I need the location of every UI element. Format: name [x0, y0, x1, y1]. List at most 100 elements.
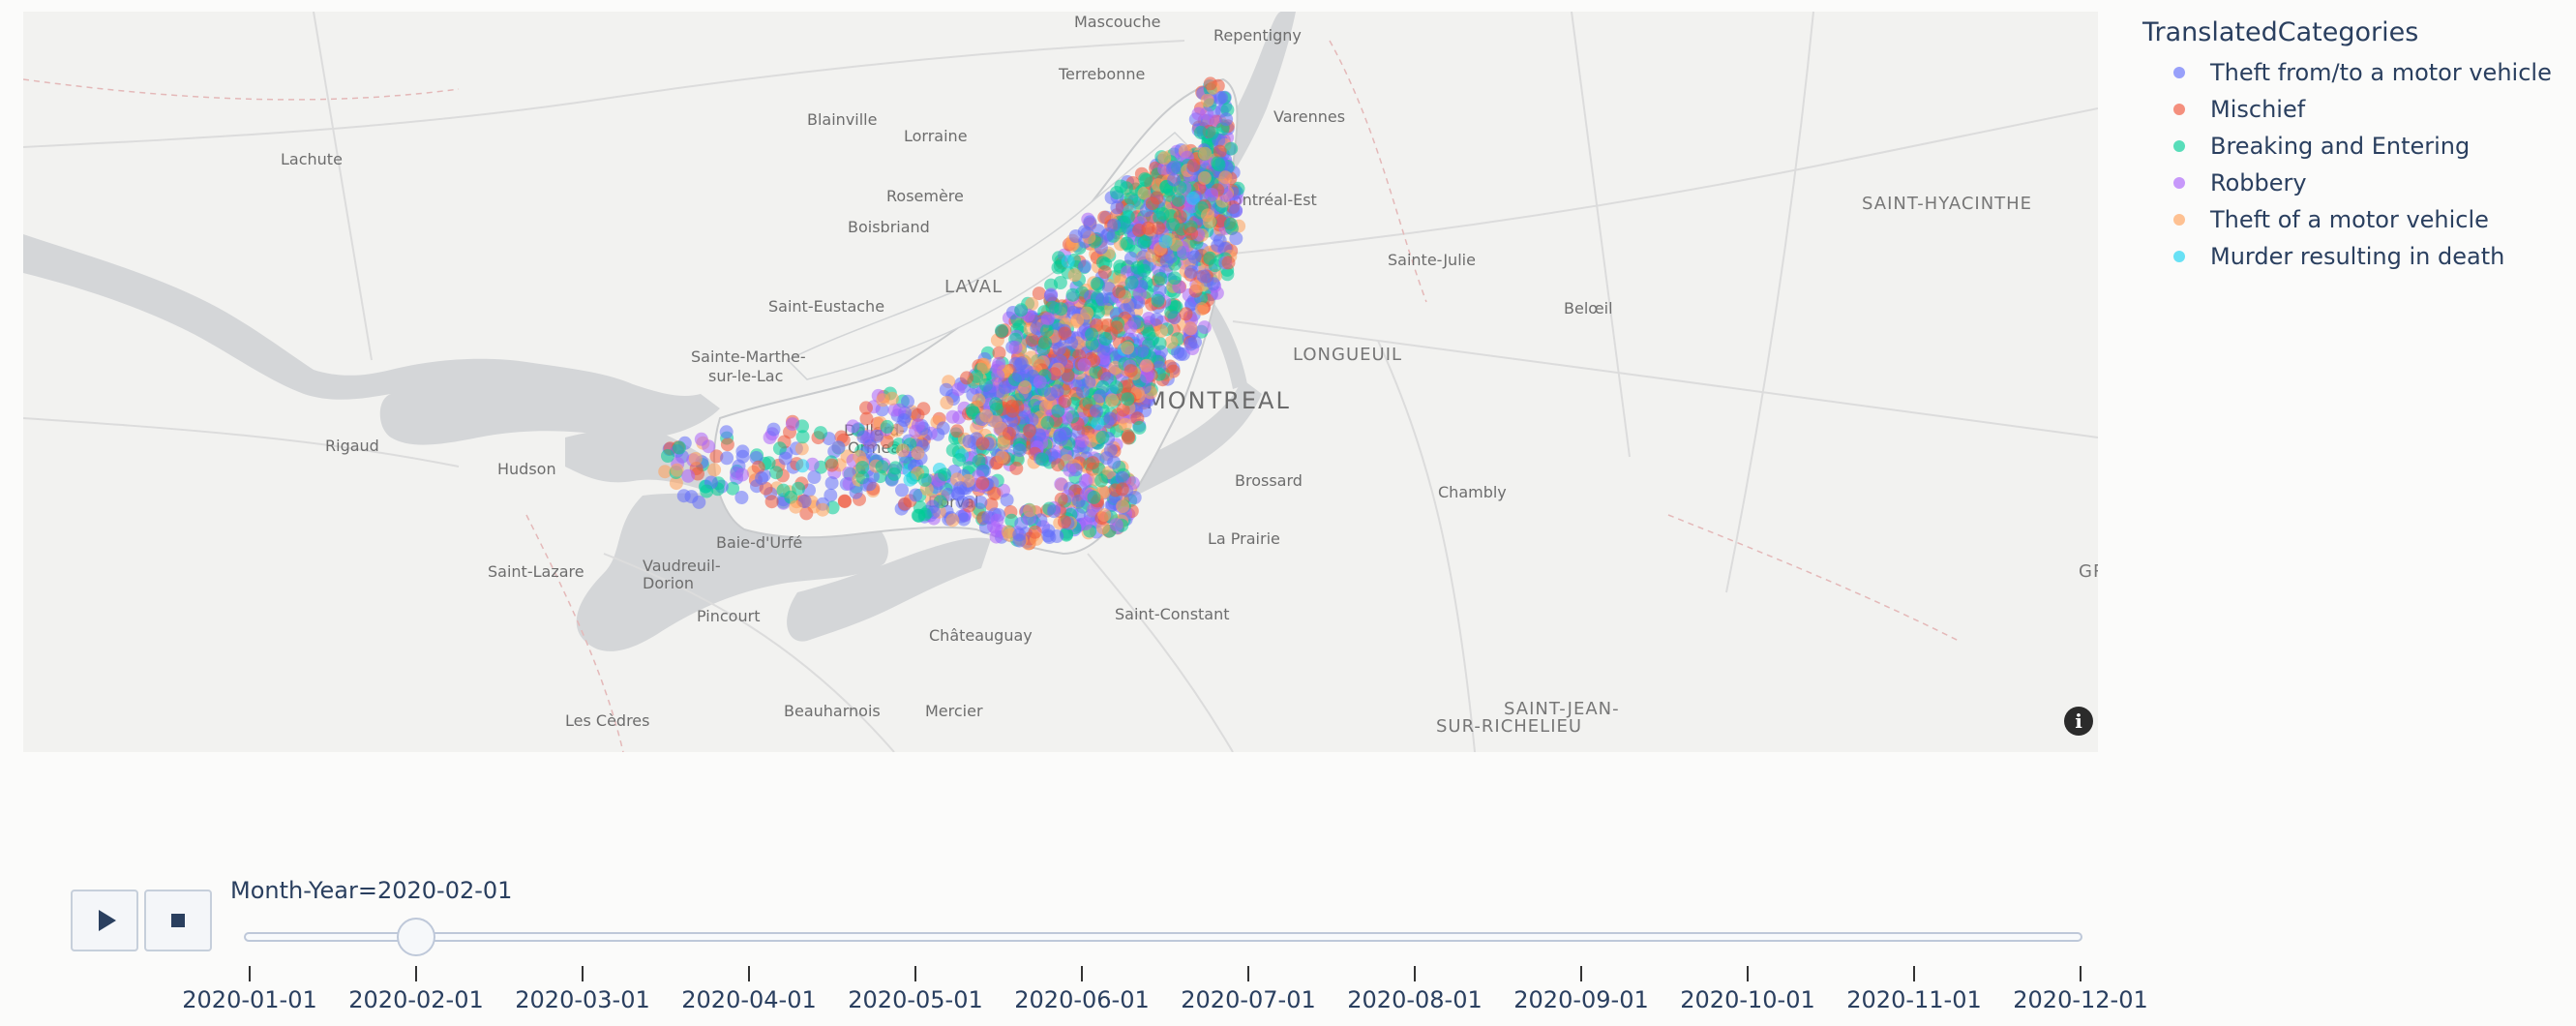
crime-point — [1097, 210, 1112, 225]
slider-tick-label[interactable]: 2020-09-01 — [1513, 986, 1649, 1013]
slider-tick-label[interactable]: 2020-02-01 — [348, 986, 484, 1013]
crime-point — [917, 507, 932, 522]
slider-tick-label[interactable]: 2020-01-01 — [182, 986, 317, 1013]
crime-point — [1167, 172, 1182, 187]
place-label: MONTREAL — [1146, 387, 1291, 414]
legend-item[interactable]: Robbery — [2142, 165, 2552, 201]
crime-point — [1193, 125, 1208, 139]
crime-point — [838, 495, 852, 509]
crime-point — [1153, 272, 1168, 286]
crime-point — [1051, 404, 1065, 418]
slider-tick-label[interactable]: 2020-08-01 — [1347, 986, 1483, 1013]
crime-point — [795, 459, 810, 473]
crime-point — [1229, 203, 1243, 218]
crime-point — [1087, 490, 1101, 504]
crime-point — [1058, 515, 1071, 529]
crime-point — [1090, 277, 1104, 291]
info-icon[interactable]: i — [2064, 707, 2093, 736]
slider-tick — [2080, 966, 2082, 981]
crime-point — [1188, 335, 1202, 349]
play-button[interactable] — [71, 890, 138, 951]
crime-point — [953, 481, 968, 496]
crime-point — [1153, 336, 1167, 350]
map-canvas[interactable]: Mascouche Repentigny Terrebonne Varennes Bla… — [23, 12, 2098, 752]
slider-tick-label[interactable]: 2020-06-01 — [1014, 986, 1150, 1013]
slider-tick-label[interactable]: 2020-10-01 — [1680, 986, 1815, 1013]
legend-marker — [2173, 140, 2185, 152]
crime-point — [1043, 387, 1058, 401]
crime-point — [702, 439, 716, 454]
crime-point — [735, 444, 750, 459]
place-label: sur-le-Lac — [708, 367, 783, 385]
legend-label: Murder resulting in death — [2210, 243, 2505, 270]
crime-point — [855, 461, 870, 474]
place-label: Beauharnois — [784, 702, 881, 720]
crime-point — [709, 449, 724, 464]
crime-point — [1077, 358, 1092, 372]
legend-marker — [2173, 104, 2185, 115]
crime-point — [951, 382, 966, 397]
map-view[interactable]: Mascouche Repentigny Terrebonne Varennes Bla… — [23, 12, 2098, 752]
crime-point — [875, 460, 889, 474]
crime-point — [824, 488, 838, 502]
slider-tick-label[interactable]: 2020-04-01 — [681, 986, 817, 1013]
slider-tick-label[interactable]: 2020-05-01 — [848, 986, 983, 1013]
crime-point — [1054, 302, 1068, 317]
crime-point — [816, 502, 830, 517]
crime-point — [897, 413, 912, 427]
slider-tick-label[interactable]: 2020-07-01 — [1181, 986, 1316, 1013]
crime-point — [700, 484, 714, 498]
place-label: Saint-Lazare — [488, 562, 584, 581]
crime-point — [863, 438, 878, 453]
legend-item[interactable]: Theft of a motor vehicle — [2142, 201, 2552, 238]
crime-point — [1150, 313, 1164, 326]
crime-point — [1164, 305, 1179, 319]
crime-point — [1203, 76, 1217, 91]
crime-point — [975, 476, 990, 491]
crime-point — [1086, 456, 1100, 470]
crime-point — [917, 472, 932, 487]
legend-marker — [2173, 67, 2185, 78]
slider-tick-label[interactable]: 2020-12-01 — [2013, 986, 2148, 1013]
stop-button[interactable] — [144, 890, 212, 951]
crime-point — [673, 440, 686, 455]
crime-point — [661, 449, 674, 463]
slider-tick — [1747, 966, 1749, 981]
place-label: Dorion — [643, 574, 694, 592]
crime-point — [831, 440, 846, 455]
crime-point — [1185, 191, 1200, 205]
crime-point — [952, 453, 967, 468]
crime-point — [778, 451, 793, 466]
crime-point — [670, 463, 684, 477]
crime-point — [734, 491, 749, 504]
slider-tick-label[interactable]: 2020-03-01 — [515, 986, 650, 1013]
legend-marker — [2173, 177, 2185, 189]
slider-tick — [415, 966, 417, 981]
crime-point — [1040, 312, 1055, 326]
crime-point — [1107, 218, 1122, 232]
crime-point — [975, 437, 990, 451]
slider-handle[interactable] — [397, 918, 435, 956]
crime-point — [720, 451, 734, 466]
legend-label: Theft from/to a motor vehicle — [2210, 59, 2552, 86]
crime-point — [1171, 193, 1185, 207]
legend-item[interactable]: Theft from/to a motor vehicle — [2142, 54, 2552, 91]
legend-item[interactable]: Murder resulting in death — [2142, 238, 2552, 275]
crime-point — [1052, 342, 1066, 356]
place-label: Sainte-Marthe- — [691, 347, 806, 366]
place-label: SAINT-JEAN- — [1504, 699, 1620, 719]
crime-point — [789, 499, 803, 514]
crime-point — [764, 495, 779, 509]
slider-track[interactable] — [244, 932, 2082, 942]
place-label: Repentigny — [1213, 26, 1302, 45]
crime-point — [1025, 412, 1039, 427]
place-label: Les Cèdres — [565, 711, 649, 730]
slider-tick-label[interactable]: 2020-11-01 — [1846, 986, 1982, 1013]
crime-point — [965, 403, 979, 417]
crime-point — [1116, 499, 1130, 514]
legend-item[interactable]: Mischief — [2142, 91, 2552, 128]
crime-point — [945, 409, 960, 424]
crime-point — [1025, 297, 1039, 311]
legend-item[interactable]: Breaking and Entering — [2142, 128, 2552, 165]
place-label: LONGUEUIL — [1293, 345, 1402, 365]
